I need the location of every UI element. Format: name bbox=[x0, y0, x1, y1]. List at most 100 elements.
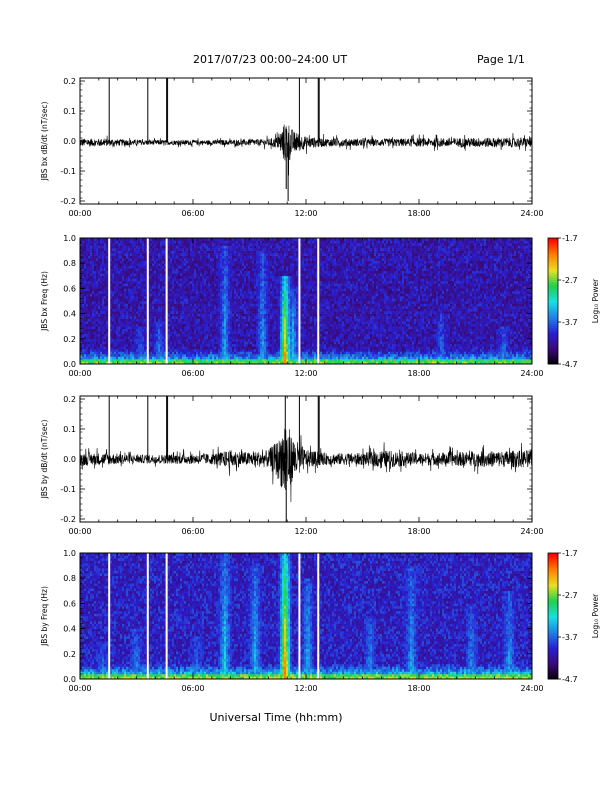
colorbar-segment bbox=[548, 660, 558, 663]
colorbar-segment bbox=[548, 599, 558, 602]
colorbar-segment bbox=[548, 639, 558, 642]
colorbar-segment bbox=[548, 332, 558, 336]
x-tick-label: 24:00 bbox=[520, 684, 543, 693]
colorbar-segment bbox=[548, 324, 558, 327]
date-range-title: 2017/07/23 00:00–24:00 UT bbox=[193, 53, 347, 66]
x-tick-label: 18:00 bbox=[407, 527, 430, 536]
colorbar-segment bbox=[548, 630, 558, 634]
colorbar: -1.7 -2.7 -3.7 -4.7 Log₁₀ Power bbox=[547, 549, 600, 684]
colorbar-segment bbox=[548, 645, 558, 648]
y-tick-label: 0.0 bbox=[63, 455, 76, 464]
colorbar-tick-label: -4.7 bbox=[562, 675, 578, 684]
data-gap-line bbox=[298, 553, 301, 679]
colorbar-segment bbox=[548, 676, 558, 680]
data-gap-line bbox=[298, 238, 301, 364]
colorbar-segment bbox=[548, 357, 558, 361]
x-tick-label: 06:00 bbox=[181, 527, 204, 536]
colorbar-tick-label: -1.7 bbox=[562, 234, 578, 243]
colorbar-segment bbox=[548, 347, 558, 350]
colorbar-tick-label: -2.7 bbox=[562, 276, 578, 285]
y-tick-label: -0.1 bbox=[60, 167, 76, 176]
y-tick-label: 0.2 bbox=[63, 395, 76, 404]
x-tick-label: 18:00 bbox=[407, 684, 430, 693]
y-axis-label: JBS bx dB/dt (nT/sec) bbox=[40, 102, 49, 182]
colorbar-segment bbox=[548, 616, 558, 619]
colorbar-segment bbox=[548, 290, 558, 294]
colorbar-segment bbox=[548, 319, 558, 323]
universal-time-xlabel: Universal Time (hh:mm) bbox=[210, 711, 343, 724]
colorbar-segment bbox=[548, 263, 558, 266]
x-tick-label: 12:00 bbox=[294, 684, 317, 693]
colorbar-segment bbox=[548, 555, 558, 558]
colorbar-segment bbox=[548, 351, 558, 354]
colorbar-segment bbox=[548, 601, 558, 604]
colorbar-segment bbox=[548, 286, 558, 289]
colorbar-segment bbox=[548, 267, 558, 270]
colorbar-segment bbox=[548, 355, 558, 359]
colorbar-segment bbox=[548, 288, 558, 291]
data-gap-line bbox=[317, 238, 320, 364]
colorbar-segment bbox=[548, 246, 558, 249]
y-axis-label: JBS by Freq (Hz) bbox=[40, 586, 49, 647]
colorbar-segment bbox=[548, 326, 558, 329]
colorbar-segment bbox=[548, 582, 558, 585]
waveform-panel-1: 00:00 06:00 12:00 18:00 24:00 0.2 0.1 0.0 -0.1 -0… bbox=[40, 77, 544, 218]
colorbar-segment bbox=[548, 349, 558, 352]
colorbar-segment bbox=[548, 343, 558, 346]
y-tick-label: -0.2 bbox=[60, 197, 76, 206]
colorbar-segment bbox=[548, 248, 558, 252]
colorbar-segment bbox=[548, 653, 558, 657]
colorbar-segment bbox=[548, 298, 558, 302]
colorbar-segment bbox=[548, 597, 558, 600]
colorbar-segment bbox=[548, 271, 558, 275]
data-gap-line bbox=[108, 238, 111, 364]
colorbar-segment bbox=[548, 569, 558, 573]
colorbar-segment bbox=[548, 584, 558, 588]
colorbar-segment bbox=[548, 336, 558, 340]
colorbar-segment bbox=[548, 641, 558, 644]
colorbar-segment bbox=[548, 603, 558, 606]
colorbar-segment bbox=[548, 284, 558, 287]
spectrogram-cells bbox=[80, 553, 533, 680]
colorbar-segment bbox=[548, 254, 558, 258]
colorbar-segment bbox=[548, 609, 558, 613]
colorbar-segment bbox=[548, 250, 558, 254]
data-gap-line bbox=[146, 553, 149, 679]
colorbar-segment bbox=[548, 586, 558, 590]
colorbar-segment bbox=[548, 649, 558, 653]
colorbar-segment bbox=[548, 565, 558, 569]
colorbar-segment bbox=[548, 252, 558, 256]
y-tick-label: 0.8 bbox=[63, 259, 76, 268]
y-tick-label: 0.1 bbox=[63, 425, 76, 434]
colorbar-segment bbox=[548, 624, 558, 627]
colorbar-segment bbox=[548, 273, 558, 277]
colorbar: -1.7 -2.7 -3.7 -4.7 Log₁₀ Power bbox=[547, 234, 600, 369]
colorbar-segment bbox=[548, 578, 558, 581]
x-tick-label: 12:00 bbox=[294, 369, 317, 378]
colorbar-segment bbox=[548, 256, 558, 260]
colorbar-segment bbox=[548, 595, 558, 598]
colorbar-segment bbox=[548, 618, 558, 621]
colorbar-label: Log₁₀ Power bbox=[591, 593, 600, 638]
y-tick-label: 0.4 bbox=[63, 625, 76, 634]
colorbar-segment bbox=[548, 307, 558, 310]
colorbar-segment bbox=[548, 359, 558, 363]
colorbar-segment bbox=[548, 334, 558, 338]
colorbar-segment bbox=[548, 242, 558, 245]
x-tick-label: 24:00 bbox=[520, 209, 543, 218]
colorbar-segment bbox=[548, 294, 558, 298]
colorbar-segment bbox=[548, 670, 558, 674]
colorbar-segment bbox=[548, 238, 558, 241]
data-gap-line bbox=[165, 238, 168, 364]
colorbar-segment bbox=[548, 576, 558, 579]
colorbar-segment bbox=[548, 672, 558, 676]
y-tick-label: 0.2 bbox=[63, 335, 76, 344]
y-tick-label: 0.0 bbox=[63, 137, 76, 146]
colorbar-segment bbox=[548, 292, 558, 296]
colorbar-segment bbox=[548, 301, 558, 304]
colorbar-segment bbox=[548, 674, 558, 678]
colorbar-label: Log₁₀ Power bbox=[591, 278, 600, 323]
colorbar-segment bbox=[548, 317, 558, 321]
data-gap-line bbox=[317, 553, 320, 679]
colorbar-tick-label: -2.7 bbox=[562, 591, 578, 600]
